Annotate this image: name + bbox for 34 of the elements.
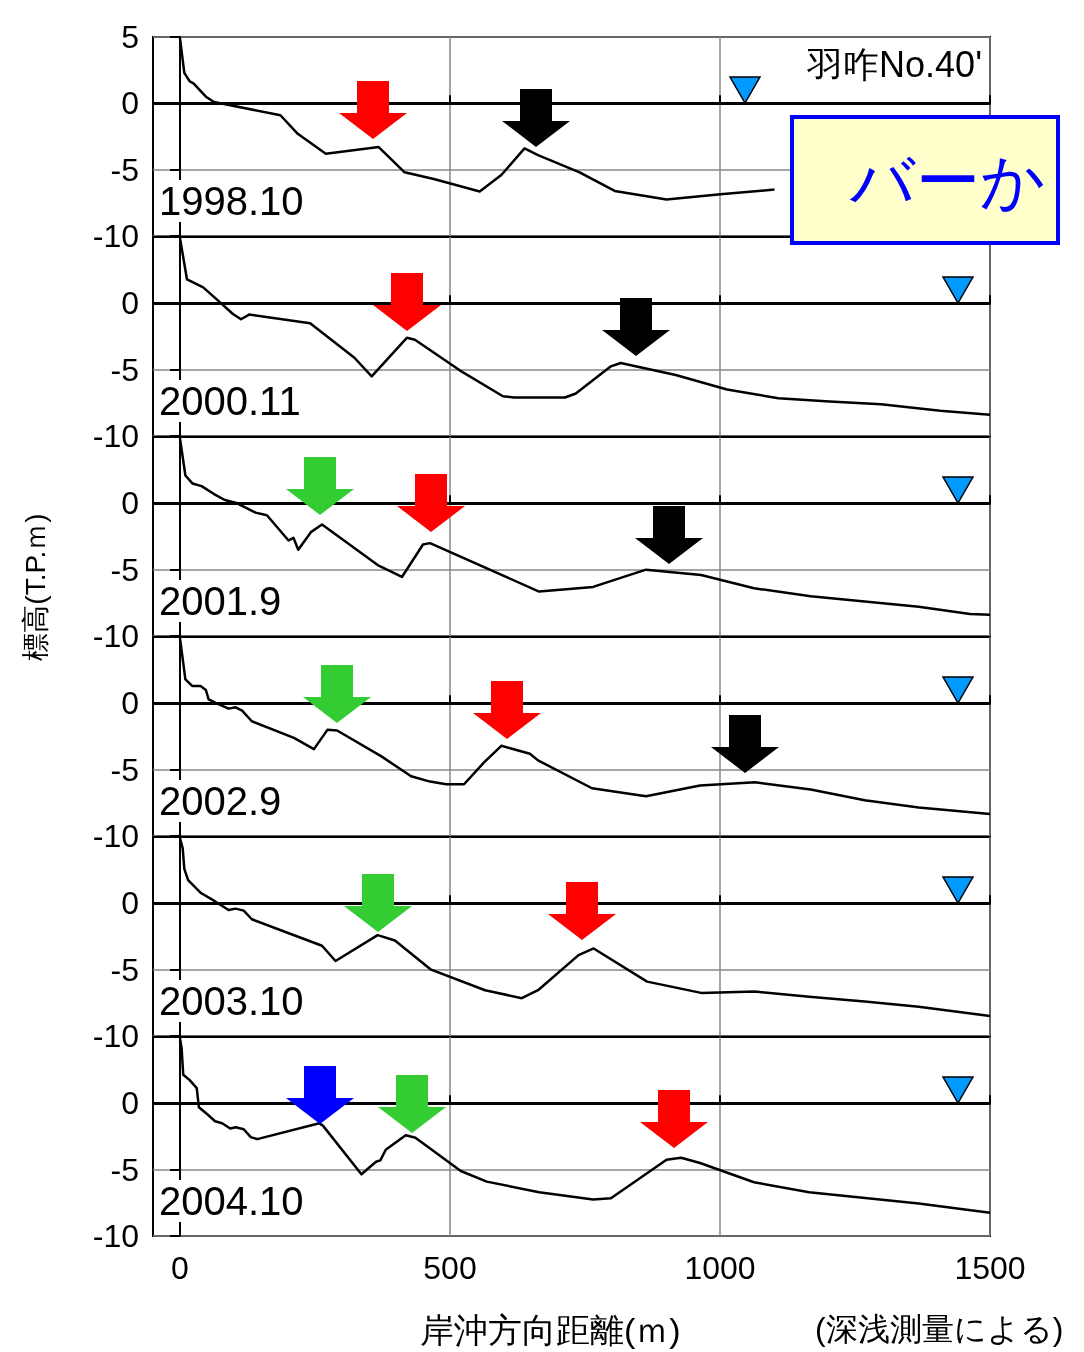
y-tick-label: -5 <box>110 551 139 588</box>
annotation: 2004.10 <box>157 1179 306 1223</box>
y-tick-label: 0 <box>121 485 139 522</box>
annotation: バーか <box>790 115 1060 245</box>
y-tick-label: -10 <box>92 818 139 854</box>
annotation: 2001.9 <box>157 579 284 623</box>
text: (深浅測量による) <box>815 1311 1064 1347</box>
annotation: 2000.11 <box>157 379 303 423</box>
x-tick-label: 500 <box>423 1250 477 1286</box>
annotation: 2002.9 <box>157 779 284 823</box>
y-tick-label: -5 <box>110 1151 139 1188</box>
x-tick-label: 0 <box>171 1250 189 1286</box>
y-axis-title: 標高(T.P.ｍ) <box>20 513 51 661</box>
x-tick-label: 1500 <box>954 1250 1026 1286</box>
y-tick-label: 0 <box>121 85 139 122</box>
y-tick-label: 0 <box>121 685 139 722</box>
annotation: 1998.10 <box>157 179 306 223</box>
y-tick-label: 0 <box>121 285 139 322</box>
y-tick-label: -5 <box>110 151 139 188</box>
y-tick-label: 0 <box>121 1085 139 1122</box>
x-tick-label: 1000 <box>684 1250 756 1286</box>
y-tick-label: -10 <box>92 1218 139 1254</box>
y-tick-label: -10 <box>92 1018 139 1054</box>
y-tick-label: -5 <box>110 351 139 388</box>
y-tick-label: -10 <box>92 618 139 654</box>
y-tick-label: -10 <box>92 418 139 454</box>
annotation: 羽咋No.40' <box>807 44 982 85</box>
y-tick-label: -5 <box>110 751 139 788</box>
y-tick-label: -5 <box>110 951 139 988</box>
y-tick-label: 0 <box>121 885 139 922</box>
y-tick-label: -10 <box>92 218 139 254</box>
annotation: 2003.10 <box>157 979 306 1023</box>
x-axis-title: 岸沖方向距離(ｍ) <box>420 1311 681 1349</box>
y-tick-label: 5 <box>121 19 139 55</box>
